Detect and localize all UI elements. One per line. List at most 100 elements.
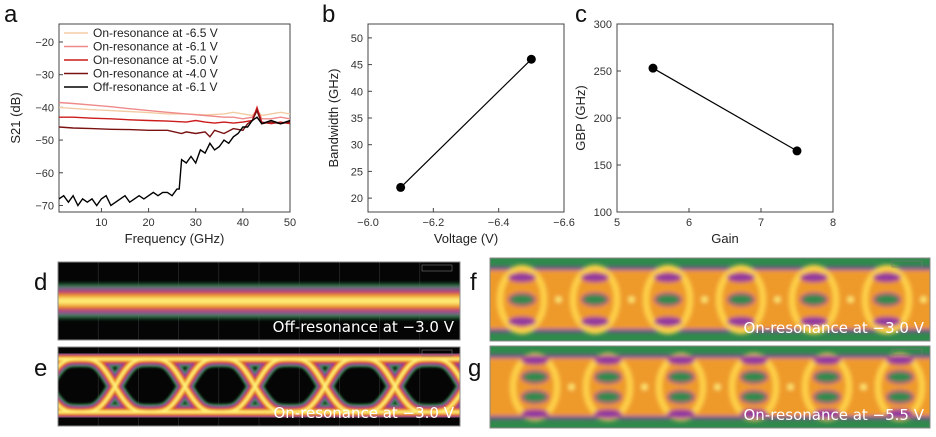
x-tick-label: 40: [237, 217, 249, 229]
y-tick-label: 30: [351, 140, 363, 152]
eye-opening: [582, 294, 608, 306]
eye-opening: [595, 391, 621, 403]
legend-entry: On-resonance at -5.0 V: [93, 53, 218, 67]
band-layer: [53, 298, 465, 304]
series-line-4: [59, 117, 290, 205]
panel-label-d: d: [34, 269, 47, 296]
panel-label-e: e: [34, 355, 47, 382]
y-tick-label: 300: [594, 19, 612, 31]
panel-label-c: c: [575, 1, 587, 28]
eye-opening: [887, 391, 913, 403]
x-tick-label: −6.0: [357, 217, 379, 229]
series-line-0: [401, 59, 532, 187]
eye-opening: [887, 356, 913, 364]
x-tick-label: −6.2: [422, 217, 444, 229]
x-tick-label: 20: [142, 217, 154, 229]
x-tick-label: −6.4: [488, 217, 510, 229]
data-point: [649, 64, 658, 73]
eye-opening: [741, 371, 767, 383]
x-tick-label: 10: [95, 217, 107, 229]
eye-opening: [582, 318, 608, 326]
x-tick-label: 30: [190, 217, 202, 229]
y-tick-label: −20: [35, 37, 54, 49]
x-axis-label: Voltage (V): [434, 231, 498, 246]
crossing-point: [775, 297, 781, 303]
eye-opening: [801, 294, 827, 306]
eye-opening: [509, 318, 535, 326]
eye-opening: [801, 274, 827, 282]
y-tick-label: 100: [594, 207, 612, 219]
eye-opening: [741, 356, 767, 364]
eye-opening: [509, 294, 535, 306]
legend-entry: On-resonance at -6.1 V: [93, 40, 218, 54]
plot-frame: [617, 24, 833, 212]
legend-entry: On-resonance at -6.5 V: [93, 26, 218, 40]
x-axis-label: Gain: [711, 231, 738, 246]
eye-opening: [728, 294, 754, 306]
eye-opening: [655, 318, 681, 326]
crossing-point: [788, 384, 794, 390]
eye-opening: [595, 410, 621, 418]
eye-opening: [814, 356, 840, 364]
eye-diagram-f: On-resonance at −3.0 V: [485, 258, 935, 341]
y-tick-label: −50: [35, 135, 54, 147]
eye-opening: [741, 391, 767, 403]
crossing-point: [556, 297, 562, 303]
crossing-point: [629, 297, 635, 303]
panel-label-a: a: [4, 1, 18, 28]
data-point: [396, 183, 405, 192]
eye-opening: [509, 274, 535, 282]
eye-diagram-e: On-resonance at −3.0 V: [0, 347, 535, 426]
signal-band: [53, 284, 465, 318]
y-tick-label: 35: [351, 113, 363, 125]
y-axis-label: Bandwidth (GHz): [326, 69, 341, 168]
y-tick-label: 200: [594, 113, 612, 125]
eye-trace: [0, 347, 535, 426]
panel-label-g: g: [468, 355, 481, 382]
y-tick-label: −60: [35, 168, 54, 180]
x-tick-label: 7: [758, 217, 764, 229]
crossing-point: [848, 297, 854, 303]
eye-opening: [668, 356, 694, 364]
eye-opening: [728, 274, 754, 282]
eye-caption: On-resonance at −3.0 V: [273, 404, 454, 422]
y-axis-label: S21 (dB): [8, 92, 23, 143]
crossing-point: [569, 384, 575, 390]
legend-entry: On-resonance at -4.0 V: [93, 67, 218, 81]
eye-opening: [887, 371, 913, 383]
x-tick-label: 50: [284, 217, 296, 229]
x-axis-label: Frequency (GHz): [125, 231, 225, 246]
eye-opening: [655, 294, 681, 306]
eye-opening: [595, 356, 621, 364]
eye-opening: [874, 294, 900, 306]
y-tick-label: 20: [351, 193, 363, 205]
crossing-point: [921, 297, 927, 303]
eye-opening: [522, 410, 548, 418]
eye-opening: [522, 356, 548, 364]
y-tick-label: 50: [351, 33, 363, 45]
eye-caption: On-resonance at −5.5 V: [743, 406, 924, 424]
eye-opening: [522, 371, 548, 383]
x-tick-label: 8: [830, 217, 836, 229]
crossing-point: [861, 384, 867, 390]
data-point: [793, 146, 802, 155]
crossing-point: [642, 384, 648, 390]
eye-opening: [874, 274, 900, 282]
eye-caption: Off-resonance at −3.0 V: [273, 318, 455, 336]
crossing-point: [702, 297, 708, 303]
eye-opening: [814, 371, 840, 383]
eye-opening: [814, 391, 840, 403]
y-tick-label: 25: [351, 166, 363, 178]
eye-diagram-g: On-resonance at −5.5 V: [485, 346, 936, 428]
eye-opening: [668, 371, 694, 383]
eye-opening: [582, 274, 608, 282]
panel-label-f: f: [470, 269, 477, 296]
x-tick-label: 5: [614, 217, 620, 229]
eye-opening: [668, 410, 694, 418]
x-tick-label: −6.6: [553, 217, 575, 229]
y-tick-label: −30: [35, 70, 54, 82]
